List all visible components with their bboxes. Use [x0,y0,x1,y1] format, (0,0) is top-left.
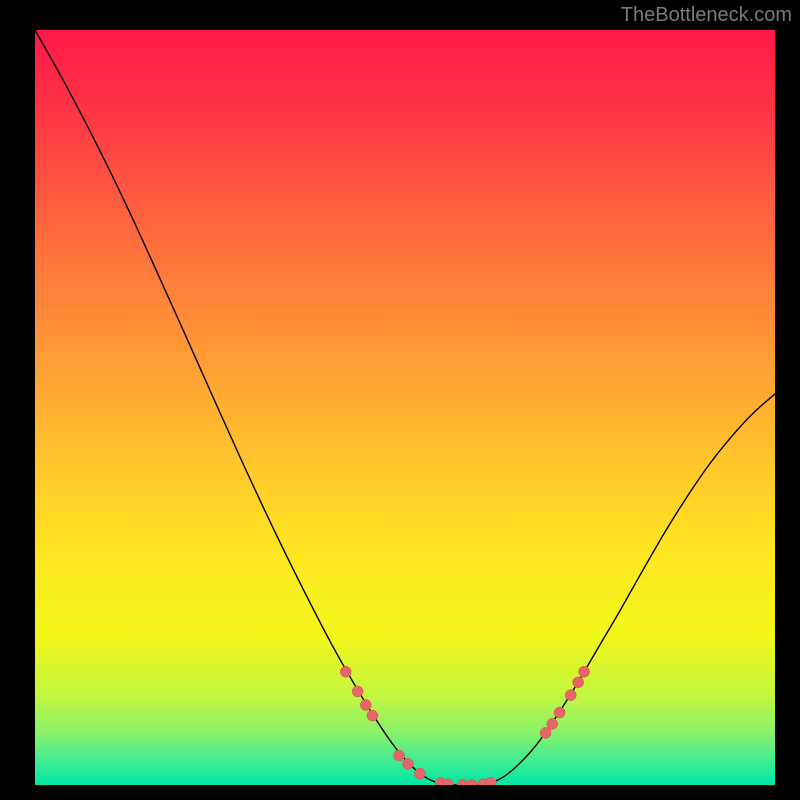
gradient-background [35,30,775,785]
marker-dot [402,758,413,769]
marker-dot [360,699,371,710]
marker-dot [367,710,378,721]
marker-dot [340,666,351,677]
marker-dot [573,677,584,688]
marker-dot [352,686,363,697]
attribution-text: TheBottleneck.com [621,4,792,27]
chart-svg [35,30,775,785]
marker-dot [547,718,558,729]
marker-dot [394,750,405,761]
marker-dot [554,707,565,718]
marker-dot [565,690,576,701]
marker-dot [540,727,551,738]
marker-dot [414,768,425,779]
plot-area [35,30,775,785]
marker-dot [579,666,590,677]
